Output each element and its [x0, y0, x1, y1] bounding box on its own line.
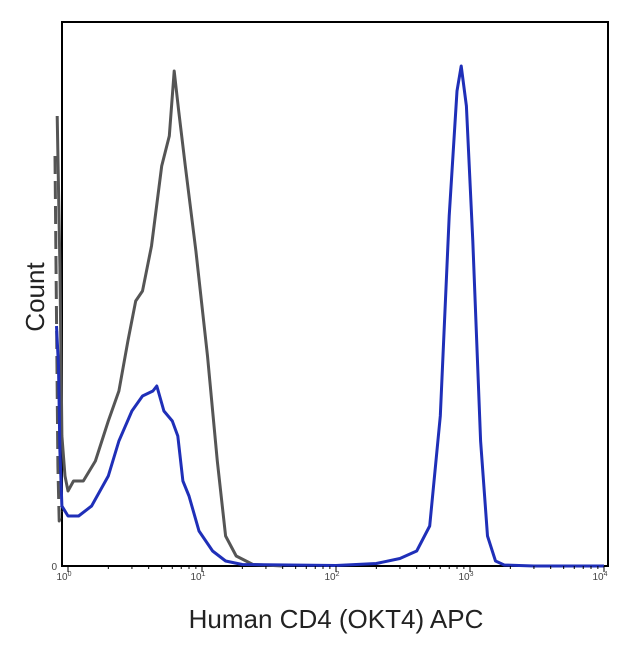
x-tick-layer: 100 101 102 103 104: [56, 566, 608, 583]
x-tick-label-2: 102: [324, 571, 339, 583]
x-tick-label-4: 104: [592, 571, 607, 583]
plot-frame: [61, 21, 609, 567]
x-tick-label-0: 100: [56, 571, 71, 583]
x-tick-label-3: 103: [458, 571, 473, 583]
series-line-2: [53, 155, 64, 523]
x-tick-exponent-1: 1: [202, 571, 206, 578]
x-tick-exponent-2: 2: [336, 571, 340, 578]
y-tick-label-zero: 0: [51, 562, 57, 573]
y-axis-title: Count: [20, 262, 50, 332]
x-tick-label-1: 101: [190, 571, 205, 583]
x-axis-title: Human CD4 (OKT4) APC: [189, 604, 484, 634]
series-layer: [53, 64, 604, 568]
series-line-3: [55, 64, 604, 568]
x-tick-exponent-0: 0: [68, 571, 72, 578]
x-tick-exponent-3: 3: [470, 571, 474, 578]
series-line-1: [55, 69, 283, 568]
x-tick-exponent-4: 4: [604, 571, 608, 578]
